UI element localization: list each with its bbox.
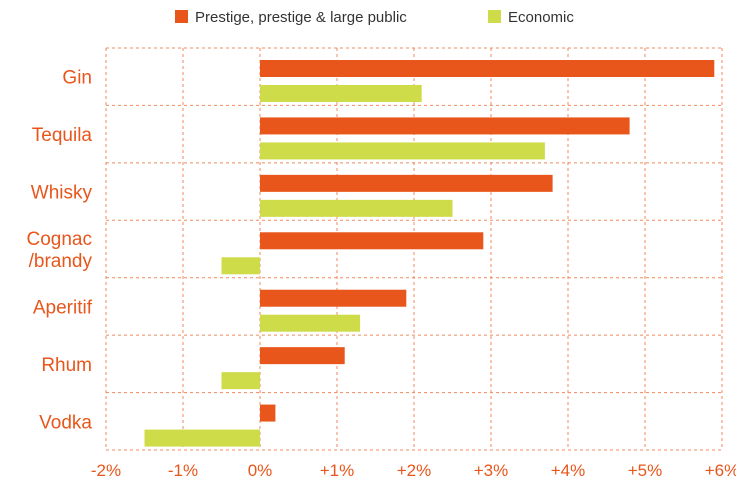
legend: Prestige, prestige & large public Economi…	[175, 9, 574, 26]
category-label: Aperitif	[33, 297, 93, 318]
bar-economic	[221, 372, 260, 390]
x-tick-label: +1%	[320, 461, 355, 480]
bar-prestige	[260, 117, 630, 135]
bar-prestige	[260, 174, 553, 192]
bar-economic	[260, 142, 545, 160]
category-label: Vodka	[39, 412, 92, 433]
bars	[144, 60, 715, 447]
x-tick-label: +2%	[397, 461, 432, 480]
grid	[105, 47, 723, 451]
bar-prestige	[260, 404, 276, 422]
category-label: Gin	[62, 68, 92, 89]
x-tick-label: +3%	[474, 461, 509, 480]
legend-label: Prestige, prestige & large public	[195, 9, 407, 26]
category-label: Rhum	[41, 355, 92, 376]
bar-economic	[260, 85, 422, 102]
bar-prestige	[260, 347, 345, 365]
x-tick-label: +6%	[705, 461, 736, 480]
bar-economic	[144, 429, 260, 447]
legend-swatch	[488, 10, 501, 23]
bar-economic	[221, 257, 260, 275]
bar-prestige	[260, 60, 715, 77]
x-tick-label: -2%	[91, 461, 121, 480]
bar-economic	[260, 314, 361, 332]
category-label: Whisky	[31, 183, 93, 204]
x-tick-label: +4%	[551, 461, 586, 480]
bar-prestige	[260, 232, 484, 250]
x-tick-label: +5%	[628, 461, 663, 480]
category-label: Cognac/brandy	[27, 229, 93, 272]
x-tick-label: 0%	[248, 461, 273, 480]
x-tick-label: -1%	[168, 461, 198, 480]
category-label: Tequila	[32, 125, 93, 146]
legend-swatch	[175, 10, 188, 23]
bar-prestige	[260, 289, 407, 307]
category-labels: Gin Tequila Whisky Cognac/brandy Aperitif Rhu…	[27, 68, 93, 434]
legend-label: Economic	[508, 9, 574, 26]
x-tick-labels: -2% -1% 0% +1% +2% +3% +4% +5% +6%	[91, 461, 736, 480]
bar-economic	[260, 199, 453, 217]
